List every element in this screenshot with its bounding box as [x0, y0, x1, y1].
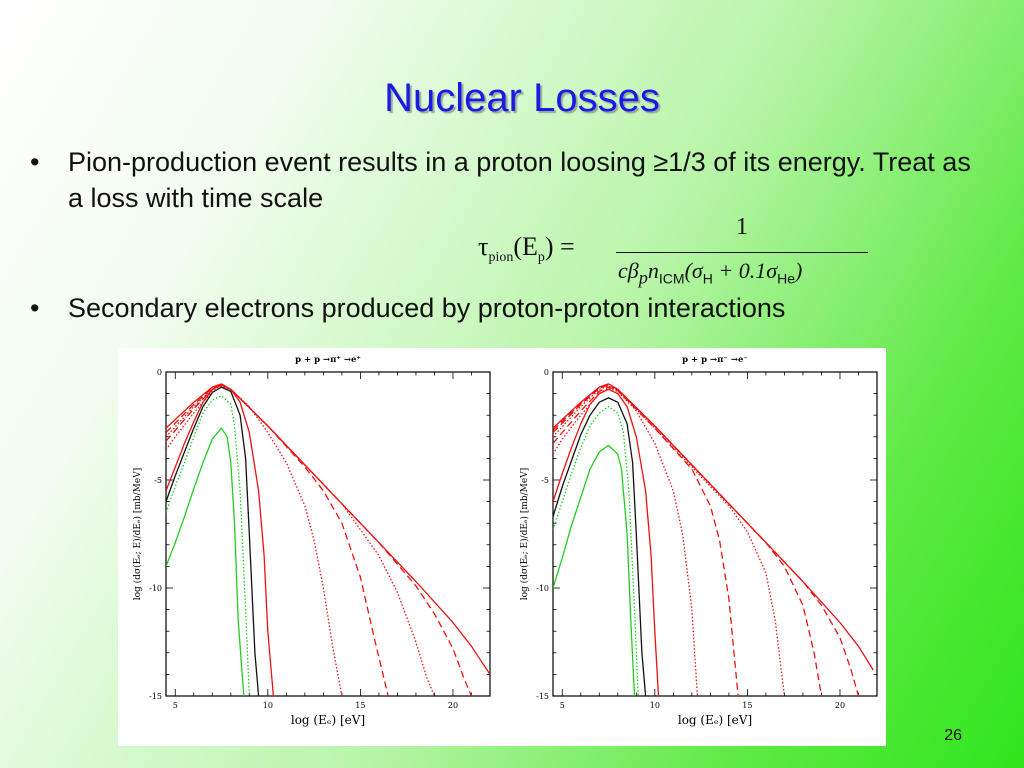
bullet-text: Pion-production event results in a proto… — [68, 147, 971, 213]
formula-numerator: 1 — [736, 214, 748, 240]
formula-lhs: τpion(Ep) = — [478, 232, 575, 266]
series-line-3 — [166, 386, 260, 696]
y-axis-label: log (dσ(Eₑ; E)/dEₑ) [mb/MeV] — [132, 468, 143, 601]
y-tick-label: -10 — [536, 584, 549, 593]
x-tick-label: 20 — [835, 701, 845, 710]
y-tick-label: -5 — [154, 476, 162, 485]
chart-1: 5 10 15 20 0 -5 -10 -15 p + p →π⁺ →e⁺ log (Eₑ) [e… — [132, 355, 491, 727]
series-line-7 — [166, 384, 436, 696]
series-line-1 — [553, 444, 636, 696]
x-tick-label: 5 — [560, 701, 565, 710]
series-line-2 — [553, 405, 639, 696]
y-tick-label: 0 — [544, 368, 549, 377]
x-tick-label: 20 — [448, 701, 458, 710]
x-tick-label: 5 — [173, 701, 178, 710]
bullet-symbol: • — [30, 147, 40, 177]
slide-title: Nuclear Losses — [384, 76, 660, 120]
series-line-10 — [553, 383, 874, 671]
plot-frame — [552, 371, 878, 697]
plot-frame — [165, 371, 491, 697]
slide-number: 26 — [944, 727, 962, 744]
curve-group — [166, 383, 490, 696]
pion-timescale-formula: τpion(Ep) = 1 cβpnICM(σH + 0.1σHe) — [478, 214, 878, 294]
y-tick-label: -5 — [541, 476, 549, 485]
formula-denominator: cβpnICM(σH + 0.1σHe) — [618, 258, 803, 288]
chart-2: 5 10 15 20 0 -5 -10 -15 p + p →π⁻ →e⁻ log (Eₑ) [e… — [519, 355, 878, 727]
series-line-1 — [166, 427, 245, 696]
y-axis-label: log (dσ(Eₑ; E)/dEₑ) [mb/MeV] — [519, 468, 530, 601]
x-tick-label: 10 — [263, 701, 273, 710]
y-tick-label: 0 — [157, 368, 162, 377]
chart-title: p + p →π⁻ →e⁻ — [682, 355, 748, 365]
x-tick-label: 10 — [650, 701, 660, 710]
series-line-2 — [166, 395, 250, 696]
series-line-9 — [166, 383, 490, 675]
y-tick-label: -15 — [536, 692, 549, 701]
series-line-6 — [166, 384, 389, 696]
x-tick-label: 15 — [355, 701, 365, 710]
bullet-symbol: • — [30, 293, 40, 323]
y-tick-label: -10 — [149, 584, 162, 593]
series-line-3 — [553, 397, 647, 696]
x-tick-label: 15 — [742, 701, 752, 710]
curve-group — [553, 383, 874, 696]
bullet-text: Secondary electrons produced by proton-p… — [68, 293, 786, 323]
series-line-7 — [553, 385, 786, 696]
chart-title: p + p →π⁺ →e⁺ — [295, 355, 361, 365]
series-line-5 — [553, 387, 699, 696]
series-line-4 — [553, 388, 660, 696]
series-line-8 — [166, 384, 473, 696]
x-axis-label: log (Eₑ) [eV] — [291, 713, 365, 727]
series-line-4 — [166, 384, 275, 696]
formula-fraction-bar — [616, 252, 868, 253]
x-axis-label: log (Eₑ) [eV] — [678, 713, 752, 727]
series-line-8 — [553, 384, 823, 696]
series-line-9 — [553, 383, 860, 696]
y-tick-label: -15 — [149, 692, 162, 701]
chart-figure: 5 10 15 20 0 -5 -10 -15 p + p →π⁺ →e⁺ log (Eₑ) [e… — [132, 355, 878, 727]
figure-panel: 5 10 15 20 0 -5 -10 -15 p + p →π⁺ →e⁺ log (Eₑ) [e… — [118, 348, 886, 746]
